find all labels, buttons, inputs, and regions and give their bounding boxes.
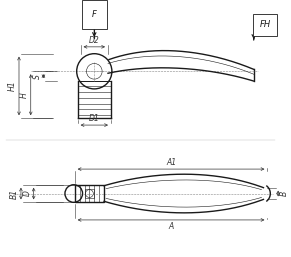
Text: A: A: [168, 222, 174, 231]
Text: B: B: [280, 191, 289, 196]
Text: F: F: [92, 10, 97, 19]
Text: FH: FH: [260, 21, 271, 30]
Bar: [84, 189, 94, 198]
Text: H1: H1: [8, 81, 17, 91]
Text: S: S: [33, 74, 42, 79]
Text: B1: B1: [10, 188, 19, 199]
Bar: [75, 185, 104, 202]
Text: D2: D2: [89, 36, 100, 45]
Text: H: H: [20, 92, 29, 98]
Text: D: D: [23, 191, 32, 196]
Text: D1: D1: [89, 114, 100, 123]
Text: A1: A1: [166, 158, 176, 167]
